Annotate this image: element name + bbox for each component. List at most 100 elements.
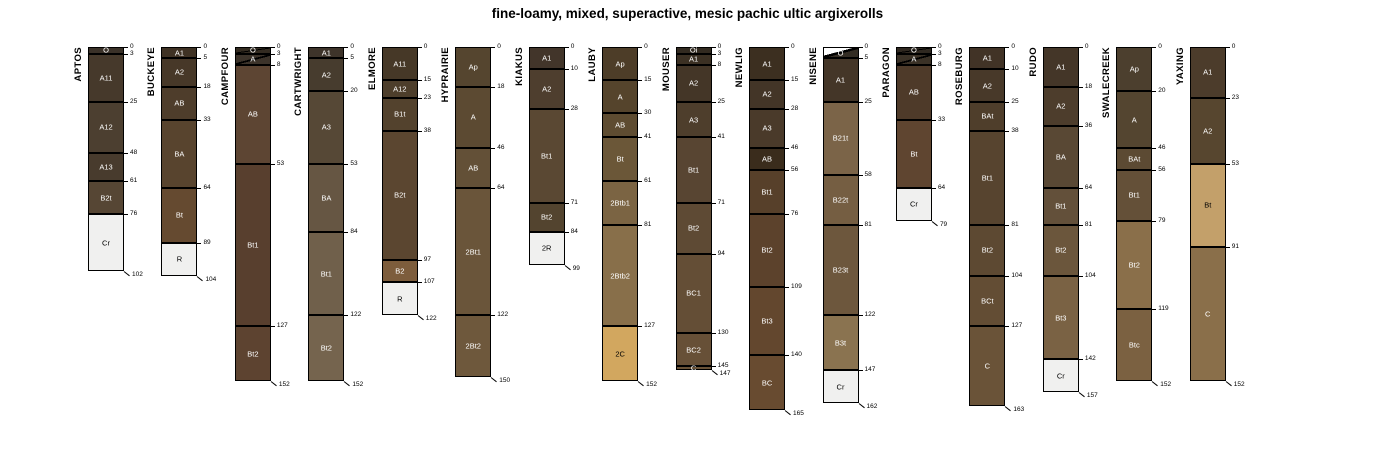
depth-tick — [711, 253, 716, 255]
horizon-a1: A1 — [528, 47, 565, 69]
depth-label: 104 — [205, 275, 217, 283]
horizon-a2: A2 — [1189, 97, 1226, 164]
horizon-label: BAt — [981, 111, 994, 121]
horizon-a3: A3 — [675, 102, 712, 138]
depth-tick — [1152, 220, 1157, 222]
horizon-label: A12 — [99, 122, 113, 132]
profile-name-label: MOUSER — [660, 47, 672, 92]
horizon-label: R — [397, 294, 403, 304]
depth-label: 30 — [644, 109, 652, 116]
horizon-bt2: Bt2 — [749, 214, 786, 287]
depth-label: 94 — [717, 249, 725, 257]
horizon-label: 2R — [541, 243, 552, 253]
depth-label: 46 — [791, 144, 799, 152]
depth-tick — [858, 225, 863, 227]
depth-tick — [344, 58, 349, 59]
depth-label: 81 — [864, 221, 872, 229]
depth-label: 102 — [132, 271, 143, 279]
depth-tick — [1151, 381, 1159, 387]
depth-tick — [931, 47, 936, 48]
horizon-ab: AB — [602, 113, 639, 138]
horizon-a1: A1 — [1189, 47, 1226, 98]
depth-label: 5 — [864, 54, 869, 61]
horizon-label: A1 — [542, 53, 552, 63]
horizon-label: O — [837, 47, 844, 57]
depth-label: 8 — [717, 60, 722, 68]
horizon-bt2: Bt2 — [308, 315, 345, 382]
horizon-label: Ap — [468, 62, 478, 72]
horizon-label: AB — [908, 87, 919, 97]
depth-tick — [785, 148, 790, 150]
depth-label: 10 — [570, 65, 578, 72]
profile-name-label: NISENE — [807, 47, 819, 85]
depth-tick — [858, 174, 863, 176]
depth-tick — [564, 69, 569, 70]
profile-column: O A AB Bt1 Bt2 — [234, 47, 271, 382]
horizon-label: Bt2 — [1055, 245, 1067, 255]
depth-label: 0 — [864, 43, 869, 50]
depth-tick — [1152, 148, 1157, 150]
horizon-bt1: Bt1 — [1116, 170, 1153, 221]
horizon-a2: A2 — [969, 69, 1006, 102]
horizon-a2: A2 — [528, 69, 565, 109]
depth-tick — [858, 47, 863, 48]
depth-tick — [1152, 170, 1157, 172]
profile-column: A1 A2 BAt Bt1 Bt2 BCt C — [969, 47, 1006, 406]
horizon-a1: A1 — [969, 47, 1006, 69]
depth-tick — [1078, 392, 1085, 398]
depth-tick — [711, 333, 716, 334]
depth-label: 150 — [499, 377, 511, 384]
depth-tick — [270, 163, 275, 165]
horizon-a2: A2 — [161, 58, 198, 87]
depth-label: 5 — [203, 54, 208, 61]
depth-label: 25 — [130, 98, 138, 105]
depth-tick — [1078, 47, 1083, 48]
depth-label: 0 — [130, 43, 134, 50]
horizon-label: A2 — [1203, 125, 1213, 135]
horizon-label: Oi — [689, 45, 698, 55]
horizon-ab: AB — [895, 64, 932, 120]
horizon-label: Bt2 — [541, 212, 553, 222]
horizon-bc: BC — [749, 355, 786, 410]
horizon-a2: A2 — [1042, 86, 1079, 127]
depth-label: 5 — [350, 54, 354, 61]
horizon-label: BAt — [1128, 154, 1141, 164]
depth-tick — [931, 187, 936, 189]
depth-tick — [270, 47, 275, 48]
depth-label: 23 — [423, 93, 432, 101]
horizon-bt1: Bt1 — [969, 130, 1006, 226]
horizon-label: 2Bt2 — [465, 341, 481, 351]
depth-tick — [1078, 86, 1083, 88]
profile-column: A1 A2 AB BA Bt R — [161, 47, 198, 276]
depth-label: 28 — [570, 104, 578, 112]
depth-label: 0 — [570, 43, 575, 50]
horizon-ap: Ap — [455, 47, 492, 87]
horizon-r: R — [161, 242, 198, 276]
depth-tick — [638, 113, 643, 114]
depth-tick — [1078, 359, 1083, 361]
horizon-label: 2Bt1 — [465, 246, 481, 256]
horizon-b2: B2 — [381, 260, 418, 283]
depth-tick — [711, 64, 716, 66]
depth-tick — [1005, 69, 1010, 70]
horizon-b23t: B23t — [822, 225, 859, 316]
depth-label: 53 — [1231, 159, 1239, 167]
horizon-label: Bt3 — [761, 316, 773, 326]
depth-tick — [1005, 405, 1012, 411]
horizon-label: Cr — [836, 382, 845, 392]
depth-label: 3 — [276, 49, 281, 57]
depth-label: 36 — [1084, 122, 1093, 130]
depth-label: 97 — [423, 256, 432, 264]
horizon-label: Cr — [102, 238, 110, 248]
horizon-o: O — [234, 47, 271, 54]
depth-tick — [270, 381, 277, 387]
depth-tick — [491, 47, 496, 48]
depth-tick — [197, 187, 202, 189]
horizon-ab: AB — [234, 64, 271, 164]
horizon-label: Bt3 — [1055, 312, 1067, 322]
depth-label: 157 — [1086, 392, 1098, 400]
depth-label: 84 — [350, 227, 358, 235]
horizon-a1: A1 — [1042, 47, 1079, 87]
depth-tick — [417, 282, 422, 284]
depth-tick — [124, 214, 128, 216]
